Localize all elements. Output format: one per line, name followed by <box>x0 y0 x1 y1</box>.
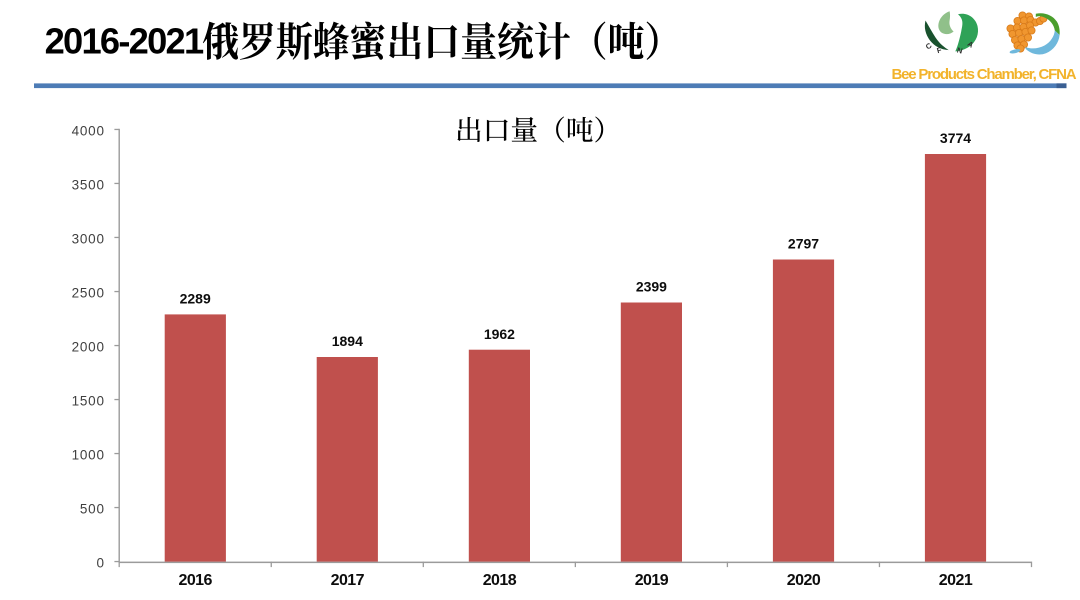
svg-text:3500: 3500 <box>72 178 105 193</box>
svg-text:2017: 2017 <box>331 572 365 589</box>
svg-text:F: F <box>936 45 943 55</box>
svg-text:1894: 1894 <box>332 333 363 349</box>
svg-text:2289: 2289 <box>180 291 211 307</box>
svg-text:N: N <box>956 45 964 55</box>
svg-text:0: 0 <box>96 556 104 571</box>
svg-text:Bee Products Chamber, CFNA: Bee Products Chamber, CFNA <box>892 66 1077 83</box>
svg-text:1500: 1500 <box>72 394 105 409</box>
svg-text:2500: 2500 <box>72 286 105 301</box>
svg-text:1000: 1000 <box>72 448 105 463</box>
svg-text:2020: 2020 <box>787 572 821 589</box>
svg-text:3774: 3774 <box>940 130 971 146</box>
svg-text:2016: 2016 <box>178 572 212 589</box>
svg-text:1962: 1962 <box>484 326 515 342</box>
svg-text:4000: 4000 <box>72 124 105 139</box>
svg-text:A: A <box>966 39 976 50</box>
svg-text:500: 500 <box>80 502 105 517</box>
svg-text:2000: 2000 <box>72 340 105 355</box>
svg-text:C: C <box>924 41 934 52</box>
svg-text:2016-2021: 2016-2021 <box>45 21 204 62</box>
svg-text:2399: 2399 <box>636 279 667 295</box>
svg-text:2019: 2019 <box>635 572 669 589</box>
svg-text:3000: 3000 <box>72 232 105 247</box>
svg-text:2797: 2797 <box>788 236 819 252</box>
svg-text:2021: 2021 <box>939 572 973 589</box>
svg-text:2018: 2018 <box>483 572 517 589</box>
